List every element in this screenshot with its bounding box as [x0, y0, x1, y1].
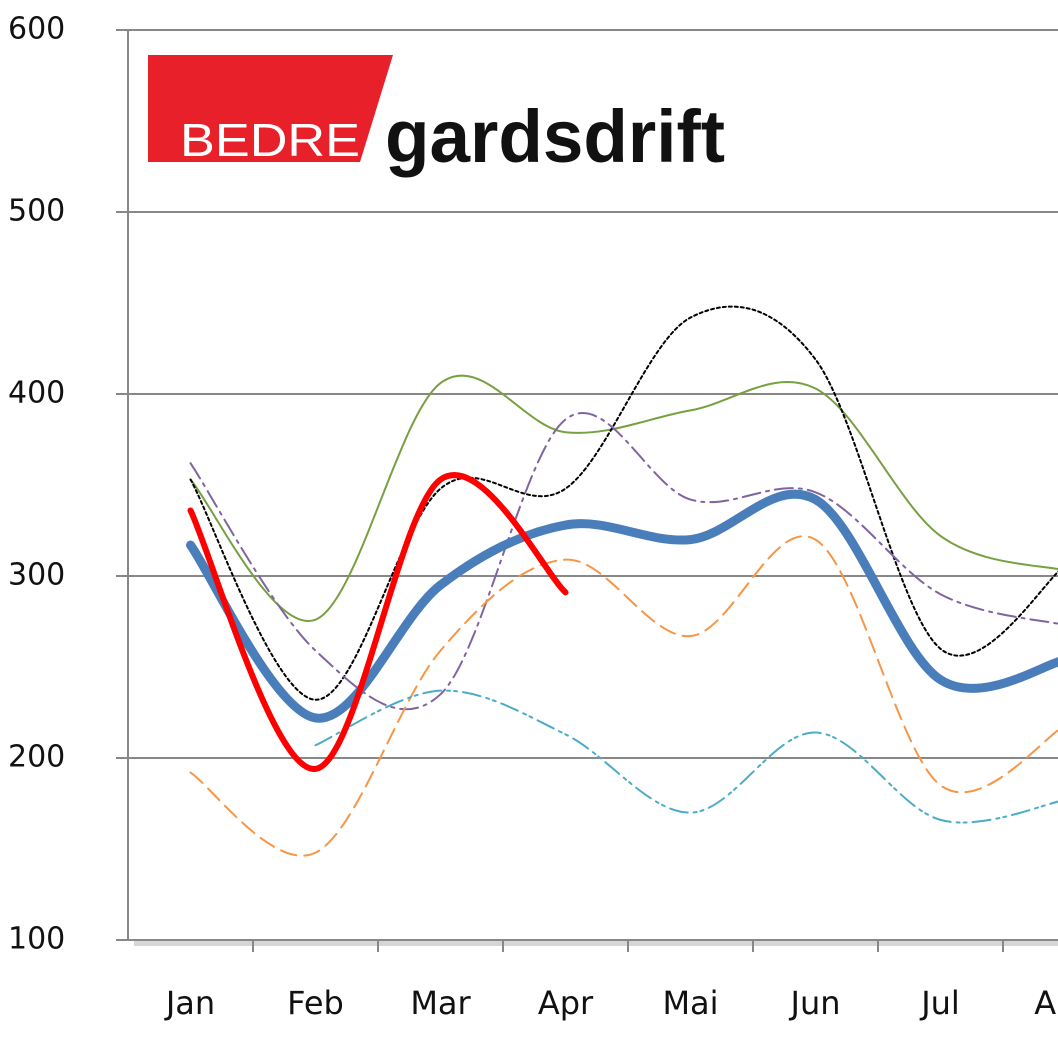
x-tick-label: Jul [919, 984, 960, 1022]
y-tick-label: 500 [8, 194, 65, 229]
series-line [189, 374, 1058, 622]
series-line [186, 489, 1058, 723]
x-tick-label: Jun [789, 984, 841, 1022]
y-tick-label: 300 [8, 558, 65, 593]
logo-text: gardsdrift [385, 95, 725, 178]
x-tick-label: Mar [410, 984, 471, 1022]
series-line [187, 472, 569, 772]
y-tick-label: 600 [8, 12, 65, 47]
plot-area [127, 29, 1058, 941]
x-tick-label: Aug [1034, 984, 1058, 1022]
x-tick-label: Jan [164, 984, 215, 1022]
y-tick-label: 100 [8, 922, 65, 957]
y-tick-label: 200 [8, 740, 65, 775]
series-line [314, 689, 1058, 824]
x-tick-label: Feb [287, 984, 344, 1022]
logo-box-text: BEDRE [180, 114, 360, 166]
y-tick-label: 400 [8, 376, 65, 411]
x-tick-label: Mai [662, 984, 718, 1022]
series-line [189, 412, 1058, 711]
series-line [189, 305, 1058, 701]
series-line [189, 535, 1058, 857]
logo-box [148, 55, 393, 162]
x-tick-label: Apr [538, 984, 594, 1022]
